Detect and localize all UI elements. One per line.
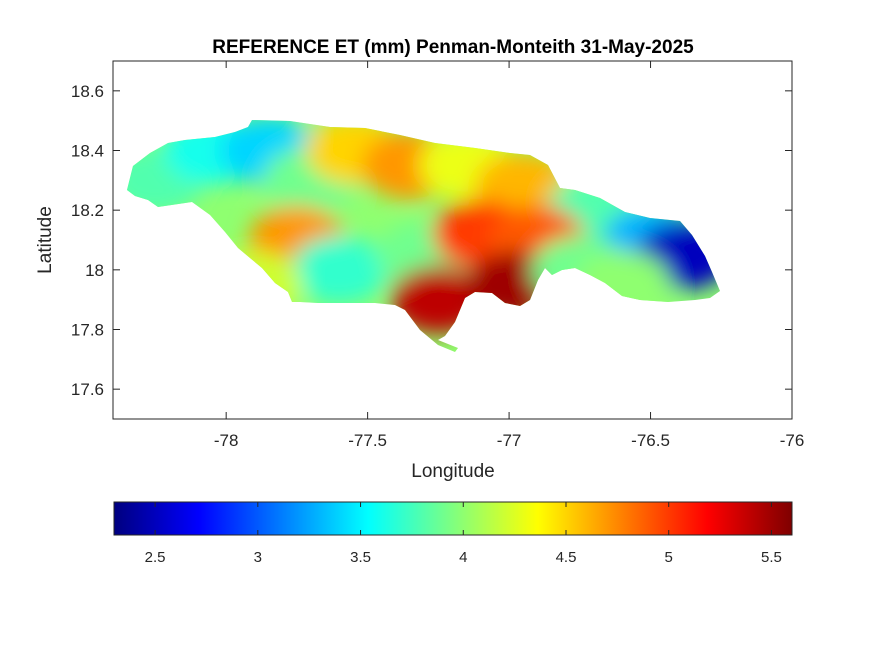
colorbar-tick-label: 5 — [665, 549, 673, 566]
x-axis-label: Longitude — [411, 461, 494, 482]
colorbar-tick-label: 5.5 — [761, 549, 782, 566]
heat-cell-12 — [291, 235, 388, 304]
colorbar-tick-label: 2.5 — [145, 549, 166, 566]
x-tick-label: -78 — [214, 431, 239, 450]
colorbar-ticks: 2.5 3 3.5 4 4.5 5 5.5 — [145, 502, 782, 566]
y-axis-label: Latitude — [35, 206, 56, 274]
y-tick-label: 17.8 — [71, 321, 104, 340]
y-tick-label: 18.6 — [71, 82, 104, 101]
x-tick-label: -77.5 — [348, 431, 387, 450]
x-tick-label: -76.5 — [631, 431, 670, 450]
y-tick-label: 17.6 — [71, 380, 104, 399]
x-tick-label: -77 — [497, 431, 522, 450]
y-tick-label: 18 — [85, 261, 104, 280]
colorbar-tick-label: 3.5 — [350, 549, 371, 566]
y-tick-label: 18.4 — [71, 142, 104, 161]
colorbar-tick-label: 4.5 — [556, 549, 577, 566]
colorbar-tick-label: 3 — [254, 549, 262, 566]
x-axis: -78 -77.5 -77 -76.5 -76 — [214, 61, 804, 450]
colorbar — [113, 501, 793, 536]
y-axis: 17.6 17.8 18 18.2 18.4 18.6 — [71, 82, 792, 399]
chart-title: REFERENCE ET (mm) Penman-Monteith 31-May… — [212, 37, 694, 58]
y-tick-label: 18.2 — [71, 201, 104, 220]
x-tick-label: -76 — [780, 431, 805, 450]
colorbar-tick-label: 4 — [459, 549, 467, 566]
